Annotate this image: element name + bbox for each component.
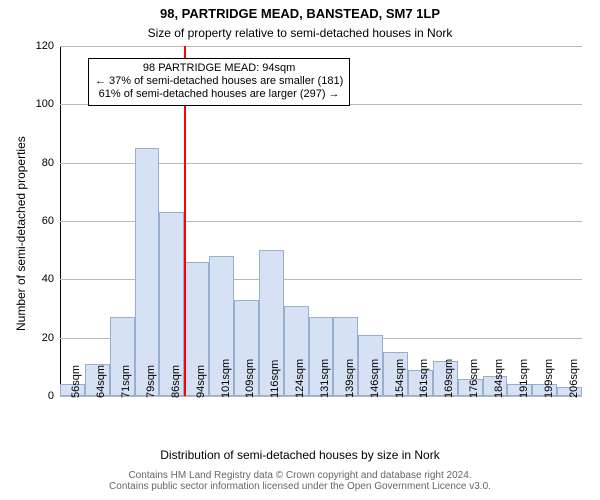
chart-title-sub: Size of property relative to semi-detach… bbox=[0, 26, 600, 40]
gridline bbox=[60, 46, 582, 47]
x-axis-label: Distribution of semi-detached houses by … bbox=[0, 448, 600, 462]
x-tick-label: 116sqm bbox=[269, 360, 281, 398]
x-tick-label: 79sqm bbox=[145, 365, 157, 398]
x-tick-label: 124sqm bbox=[294, 359, 306, 398]
y-tick-label: 80 bbox=[42, 157, 60, 169]
y-tick-label: 120 bbox=[36, 40, 60, 52]
footer-line-1: Contains HM Land Registry data © Crown c… bbox=[0, 470, 600, 481]
annotation-box: 98 PARTRIDGE MEAD: 94sqm← 37% of semi-de… bbox=[88, 58, 350, 106]
x-tick-label: 94sqm bbox=[195, 365, 207, 398]
plot-area: 02040608010012056sqm64sqm71sqm79sqm86sqm… bbox=[60, 46, 582, 396]
y-tick-label: 60 bbox=[42, 215, 60, 227]
x-tick-label: 109sqm bbox=[244, 359, 256, 398]
x-tick-label: 86sqm bbox=[170, 365, 182, 398]
x-tick-label: 206sqm bbox=[568, 359, 580, 398]
x-tick-label: 139sqm bbox=[344, 359, 356, 398]
footer-line-2: Contains public sector information licen… bbox=[0, 481, 600, 492]
footer-attribution: Contains HM Land Registry data © Crown c… bbox=[0, 470, 600, 492]
x-tick-label: 191sqm bbox=[518, 359, 530, 398]
x-tick-label: 169sqm bbox=[443, 359, 455, 398]
x-tick-label: 71sqm bbox=[120, 365, 132, 398]
x-tick-label: 154sqm bbox=[394, 359, 406, 398]
x-tick-label: 56sqm bbox=[70, 365, 82, 398]
y-axis-label: Number of semi-detached properties bbox=[14, 136, 28, 331]
y-tick-label: 0 bbox=[48, 390, 60, 402]
histogram-figure: 98, PARTRIDGE MEAD, BANSTEAD, SM7 1LP Si… bbox=[0, 0, 600, 500]
x-tick-label: 131sqm bbox=[319, 359, 331, 398]
x-tick-label: 176sqm bbox=[468, 359, 480, 398]
chart-title-main: 98, PARTRIDGE MEAD, BANSTEAD, SM7 1LP bbox=[0, 6, 600, 21]
x-tick-label: 64sqm bbox=[95, 365, 107, 398]
annotation-line: 98 PARTRIDGE MEAD: 94sqm bbox=[95, 62, 343, 75]
y-tick-label: 40 bbox=[42, 273, 60, 285]
annotation-line: 61% of semi-detached houses are larger (… bbox=[95, 88, 343, 101]
x-tick-label: 161sqm bbox=[418, 359, 430, 398]
x-tick-label: 101sqm bbox=[220, 359, 232, 398]
x-tick-label: 199sqm bbox=[543, 359, 555, 398]
annotation-line: ← 37% of semi-detached houses are smalle… bbox=[95, 75, 343, 88]
y-tick-label: 100 bbox=[36, 98, 60, 110]
y-tick-label: 20 bbox=[42, 332, 60, 344]
x-tick-label: 184sqm bbox=[493, 359, 505, 398]
histogram-bar bbox=[135, 148, 160, 396]
x-tick-label: 146sqm bbox=[369, 359, 381, 398]
